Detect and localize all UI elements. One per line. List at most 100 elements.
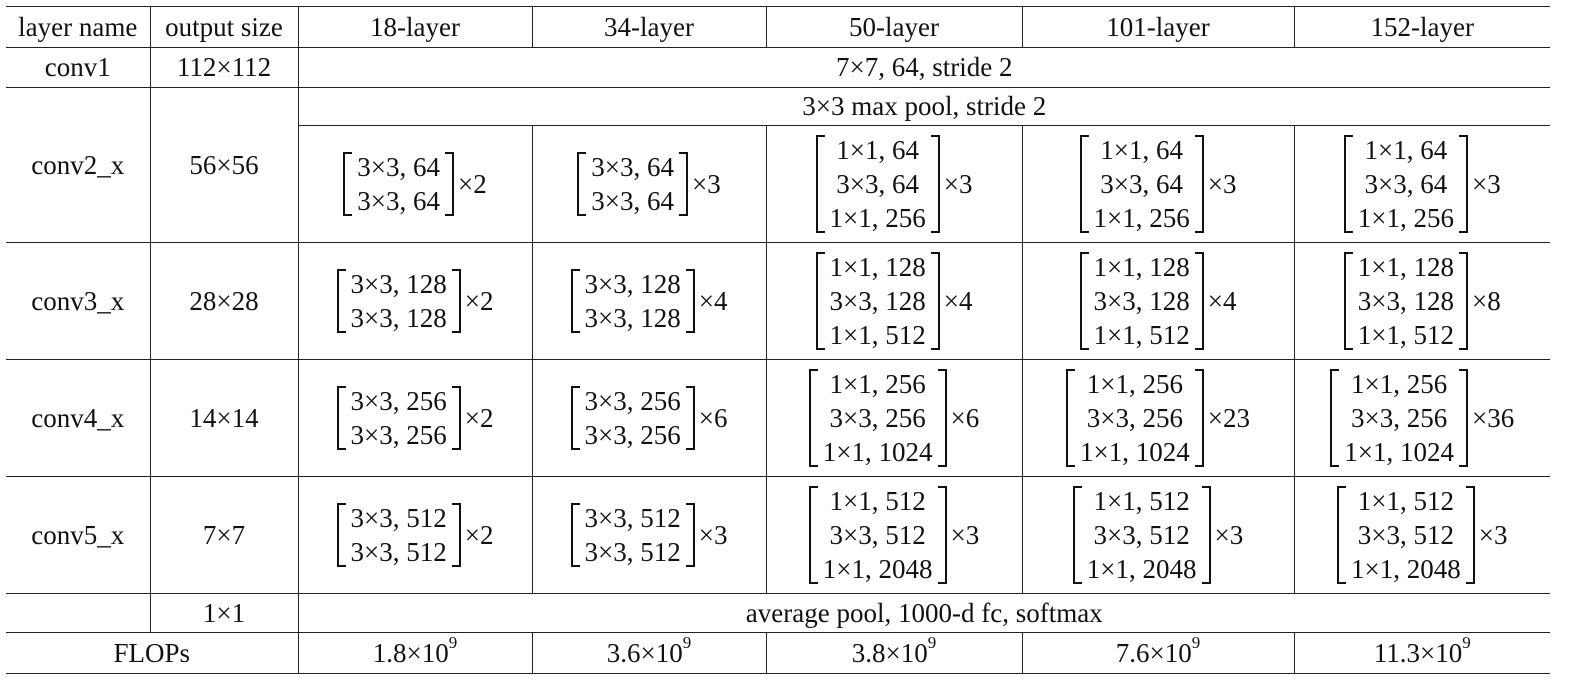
- flops-exponent: 9: [1462, 632, 1471, 652]
- block-line: 1×1, 512: [1357, 320, 1454, 351]
- block-stack: 1×1, 128 3×3, 128 1×1, 512 ×4: [815, 250, 972, 353]
- conv2-block-18: 3×3, 64 3×3, 64 ×2: [298, 125, 533, 243]
- block-stack: 3×3, 64 3×3, 64 ×2: [343, 150, 487, 219]
- block-multiplier: ×23: [1207, 402, 1250, 433]
- final-name-empty: [6, 593, 151, 633]
- block-stack: 3×3, 64 3×3, 64 ×3: [577, 150, 721, 219]
- block-multiplier: ×3: [1472, 168, 1501, 199]
- conv2-size: 56×56: [150, 87, 299, 243]
- block-multiplier: ×8: [1472, 285, 1501, 316]
- block-multiplier: ×3: [1207, 168, 1237, 199]
- bracket-matrix: 1×1, 512 3×3, 512 1×1, 2048: [808, 484, 947, 587]
- block-line: 1×1, 128: [829, 251, 926, 282]
- bracket-matrix: 3×3, 128 3×3, 128: [570, 267, 695, 336]
- block-line: 1×1, 512: [1093, 320, 1190, 351]
- block-line: 3×3, 64: [591, 186, 674, 216]
- block-line: 1×1, 1024: [822, 437, 933, 468]
- block-line: 1×1, 128: [1357, 251, 1454, 282]
- block-stack: 1×1, 128 3×3, 128 1×1, 512 ×8: [1343, 250, 1501, 353]
- block-multiplier: ×2: [464, 519, 494, 550]
- conv5-block-101: 1×1, 512 3×3, 512 1×1, 2048 ×3: [1022, 476, 1295, 594]
- block-line: 1×1, 512: [829, 320, 926, 351]
- flops-exponent: 9: [927, 632, 937, 652]
- flops-exponent: 9: [448, 632, 458, 652]
- conv3-block-152: 1×1, 128 3×3, 128 1×1, 512 ×8: [1294, 242, 1550, 360]
- block-line: 3×3, 128: [1093, 285, 1190, 316]
- row-conv3: conv3_x 28×28 3×3, 128 3×3, 128 ×2 3×3, 12…: [6, 242, 1550, 360]
- block-stack: 1×1, 512 3×3, 512 1×1, 2048 ×3: [808, 484, 979, 587]
- block-stack: 3×3, 128 3×3, 128 ×2: [336, 267, 493, 336]
- block-line: 1×1, 256: [829, 368, 926, 399]
- row-flops: FLOPs 1.8×109 3.6×109 3.8×109 7.6×109 11…: [6, 632, 1550, 674]
- flops-exponent: 9: [682, 632, 692, 652]
- block-line: 3×3, 256: [1351, 402, 1448, 433]
- block-line: 3×3, 64: [591, 151, 674, 182]
- flops-101: 7.6×109: [1022, 632, 1295, 674]
- bracket-matrix: 1×1, 256 3×3, 256 1×1, 1024: [1330, 367, 1468, 470]
- block-line: 3×3, 128: [584, 303, 681, 333]
- block-multiplier: ×3: [1478, 519, 1508, 550]
- block-stack: 1×1, 256 3×3, 256 1×1, 1024 ×23: [1066, 367, 1250, 470]
- conv4-block-34: 3×3, 256 3×3, 256 ×6: [532, 359, 767, 477]
- block-stack: 1×1, 64 3×3, 64 1×1, 256 ×3: [815, 133, 972, 236]
- block-line: 1×1, 256: [1086, 368, 1183, 399]
- bracket-matrix: 1×1, 256 3×3, 256 1×1, 1024: [808, 367, 947, 470]
- conv2-block-34: 3×3, 64 3×3, 64 ×3: [532, 125, 767, 243]
- block-multiplier: ×3: [1214, 519, 1244, 550]
- block-line: 1×1, 64: [836, 134, 919, 165]
- block-stack: 3×3, 128 3×3, 128 ×4: [570, 267, 728, 336]
- block-line: 3×3, 512: [1093, 519, 1190, 550]
- block-line: 1×1, 2048: [1086, 554, 1197, 585]
- block-line: 3×3, 256: [584, 420, 681, 450]
- block-line: 3×3, 64: [1364, 168, 1448, 199]
- bracket-matrix: 1×1, 256 3×3, 256 1×1, 1024: [1066, 367, 1204, 470]
- row-conv1: conv1 112×112 7×7, 64, stride 2: [6, 47, 1550, 88]
- flops-value: 3.6×10: [606, 637, 683, 668]
- block-line: 3×3, 64: [357, 151, 440, 182]
- header-152-layer: 152-layer: [1294, 6, 1550, 48]
- header-output-size: output size: [150, 6, 299, 48]
- conv5-block-18: 3×3, 512 3×3, 512 ×2: [298, 476, 533, 594]
- conv1-name: conv1: [6, 47, 151, 88]
- block-line: 1×1, 2048: [1351, 554, 1461, 585]
- block-stack: 3×3, 256 3×3, 256 ×6: [570, 384, 728, 453]
- block-line: 3×3, 512: [584, 502, 681, 533]
- bracket-matrix: 1×1, 128 3×3, 128 1×1, 512: [1079, 250, 1204, 353]
- header-row: layer name output size 18-layer 34-layer…: [6, 6, 1550, 48]
- block-line: 3×3, 128: [1357, 285, 1454, 316]
- conv5-name: conv5_x: [6, 476, 151, 594]
- conv2-block-50: 1×1, 64 3×3, 64 1×1, 256 ×3: [766, 125, 1023, 243]
- block-line: 3×3, 64: [836, 168, 919, 199]
- block-line: 1×1, 256: [829, 203, 926, 234]
- conv4-name: conv4_x: [6, 359, 151, 477]
- conv3-block-18: 3×3, 128 3×3, 128 ×2: [298, 242, 533, 360]
- conv2-name: conv2_x: [6, 87, 151, 243]
- flops-exponent: 9: [1191, 632, 1201, 652]
- block-multiplier: ×3: [698, 519, 728, 550]
- conv3-block-50: 1×1, 128 3×3, 128 1×1, 512 ×4: [766, 242, 1023, 360]
- conv3-name: conv3_x: [6, 242, 151, 360]
- row-conv5: conv5_x 7×7 3×3, 512 3×3, 512 ×2 3×3, 512 3…: [6, 476, 1550, 594]
- block-line: 1×1, 256: [1093, 203, 1190, 234]
- block-stack: 1×1, 512 3×3, 512 1×1, 2048 ×3: [1337, 484, 1507, 587]
- block-multiplier: ×4: [698, 285, 728, 316]
- conv4-block-152: 1×1, 256 3×3, 256 1×1, 1024 ×36: [1294, 359, 1550, 477]
- block-line: 3×3, 512: [584, 537, 681, 567]
- flops-label: FLOPs: [6, 632, 299, 674]
- block-line: 1×1, 512: [829, 485, 926, 516]
- block-line: 1×1, 128: [1093, 251, 1190, 282]
- flops-value: 3.8×10: [851, 637, 928, 668]
- flops-34: 3.6×109: [532, 632, 767, 674]
- block-line: 3×3, 512: [1357, 519, 1454, 550]
- bracket-matrix: 1×1, 512 3×3, 512 1×1, 2048: [1337, 484, 1475, 587]
- block-stack: 1×1, 128 3×3, 128 1×1, 512 ×4: [1079, 250, 1236, 353]
- block-line: 1×1, 1024: [1344, 437, 1454, 468]
- flops-50: 3.8×109: [766, 632, 1023, 674]
- header-layer-name: layer name: [6, 6, 151, 48]
- block-line: 1×1, 64: [1100, 134, 1183, 165]
- block-line: 1×1, 256: [1351, 368, 1448, 399]
- flops-152: 11.3×109: [1294, 633, 1550, 674]
- bracket-matrix: 3×3, 256 3×3, 256: [570, 384, 695, 453]
- block-multiplier: ×6: [698, 402, 728, 433]
- flops-value: 11.3×10: [1373, 637, 1463, 668]
